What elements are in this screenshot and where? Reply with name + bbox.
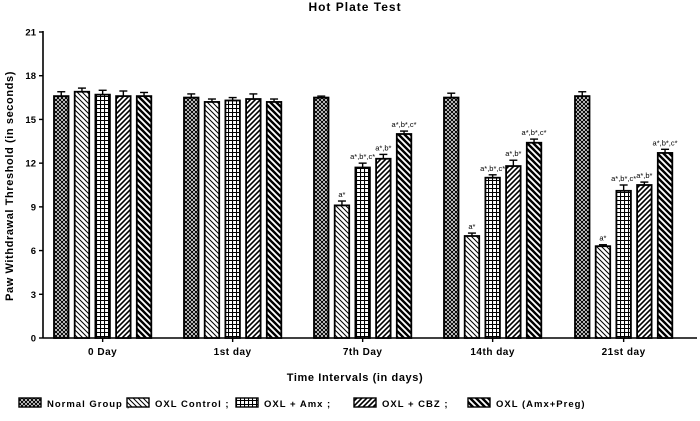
legend-label: OXL (Amx+Preg): [496, 399, 586, 410]
bar: [354, 166, 371, 339]
bar: [574, 95, 591, 339]
legend-swatch: [126, 397, 150, 408]
y-tick-label: 9: [31, 202, 36, 213]
significance-label: a*: [468, 222, 475, 231]
bar: [115, 95, 132, 339]
significance-label: a*,b*,c*: [522, 128, 547, 137]
bar: [525, 141, 543, 339]
significance-label: a*,b*,c*: [392, 120, 417, 129]
significance-label: a*: [338, 190, 345, 199]
bar: [375, 157, 392, 339]
bar: [313, 96, 330, 339]
bar: [183, 96, 200, 339]
legend-label: OXL + Amx ;: [264, 399, 331, 410]
bar: [484, 176, 501, 339]
y-tick-label: 0: [31, 334, 36, 345]
y-tick-label: 18: [25, 71, 36, 82]
legend-swatch: [18, 397, 42, 408]
y-tick-label: 21: [25, 28, 36, 39]
x-tick-label: 21st day: [602, 347, 646, 358]
y-tick-label: 3: [31, 290, 36, 301]
legend-label: OXL Control ;: [155, 399, 230, 410]
bar: [73, 90, 91, 339]
bar: [463, 235, 481, 339]
x-tick-label: 7th Day: [343, 347, 383, 358]
bar: [203, 101, 221, 339]
bar: [505, 165, 522, 339]
significance-label: a*,b*,c*: [653, 138, 678, 147]
bar: [135, 95, 153, 339]
significance-label: a*,b*,c*: [350, 152, 375, 161]
legend-swatch: [467, 397, 491, 408]
bar: [53, 95, 70, 339]
bar: [395, 133, 413, 339]
x-tick-label: 1st day: [214, 347, 252, 358]
y-tick-label: 15: [25, 115, 36, 126]
bar: [656, 152, 674, 339]
legend-label: OXL + CBZ ;: [382, 399, 449, 410]
bar: [224, 99, 241, 339]
legend-swatch: [353, 397, 377, 408]
y-axis-title: Paw Withdrawal Threshold (in seconds): [4, 71, 16, 301]
x-tick-label: 14th day: [470, 347, 515, 358]
significance-label: a*,b*: [636, 171, 652, 180]
bar: [265, 101, 283, 339]
significance-label: a*,b*,c*: [480, 164, 505, 173]
bar: [615, 189, 632, 339]
significance-label: a*,b*: [375, 143, 391, 152]
bar: [333, 204, 351, 339]
x-axis-title: Time Intervals (in days): [287, 372, 423, 384]
y-tick-label: 6: [31, 246, 36, 257]
bar: [594, 245, 612, 339]
legend-swatch: [235, 397, 259, 408]
legend-label: Normal Group ;: [47, 399, 131, 410]
y-tick-label: 12: [25, 159, 36, 170]
chart-title: Hot Plate Test: [308, 0, 401, 14]
significance-label: a*: [599, 234, 606, 243]
bar: [636, 184, 653, 339]
bar: [94, 93, 111, 339]
x-tick-label: 0 Day: [88, 347, 117, 358]
bar: [245, 98, 262, 339]
significance-label: a*,b*: [505, 149, 521, 158]
significance-label: a*,b*,c*: [611, 174, 636, 183]
bar: [443, 96, 460, 339]
legend: Normal Group ; OXL Control ; OXL + Amx ; OX…: [18, 397, 586, 410]
